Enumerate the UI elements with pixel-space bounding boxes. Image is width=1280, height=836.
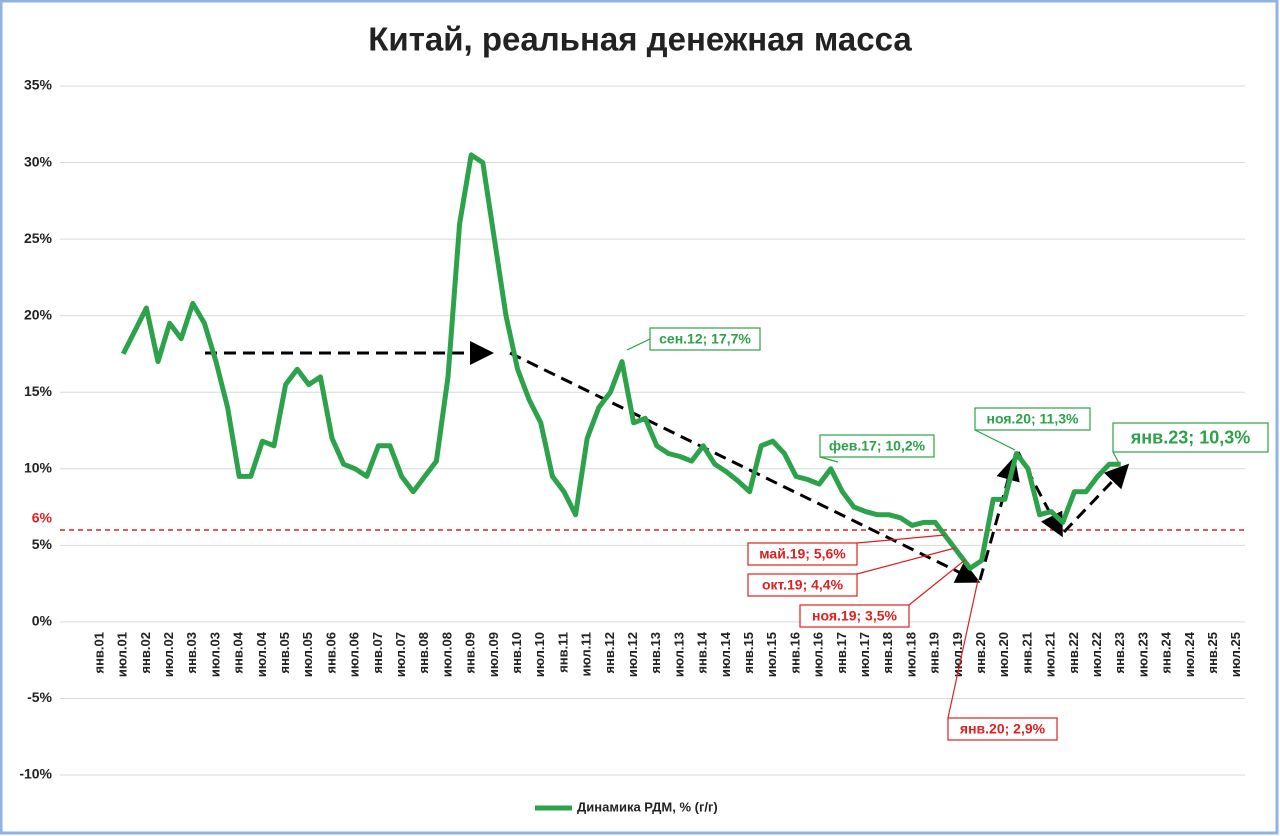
x-tick-label: июл.19	[950, 632, 965, 677]
x-tick-label: июл.18	[903, 632, 918, 677]
x-tick-label: июл.09	[486, 632, 501, 677]
annotation-box	[1112, 422, 1269, 453]
x-tick-label: янв.01	[91, 632, 106, 674]
x-tick-label: янв.03	[184, 632, 199, 674]
x-tick-label: янв.18	[880, 632, 895, 674]
annotation-text: май.19; 5,6%	[759, 546, 846, 562]
x-tick-label: янв.23	[1112, 632, 1127, 674]
x-tick-label: янв.13	[648, 632, 663, 674]
annotation-leader	[626, 338, 651, 351]
y-tick-label: -5%	[27, 689, 52, 705]
annotation-text: ноя.19; 3,5%	[812, 608, 897, 624]
y-tick-label: 5%	[32, 536, 53, 552]
annotation-leader	[1112, 451, 1121, 466]
reference-label: 6%	[32, 510, 53, 526]
x-tick-label: янв.11	[555, 632, 570, 673]
x-tick-label: июл.07	[393, 632, 408, 677]
x-tick-label: янв.07	[370, 632, 385, 674]
x-tick-label: янв.02	[138, 632, 153, 674]
annotation-leader	[947, 579, 979, 719]
annotation-leader	[856, 547, 956, 575]
y-tick-label: 35%	[24, 77, 53, 93]
x-tick-label: июл.23	[1135, 632, 1150, 677]
annotation-box	[649, 327, 761, 351]
chart-title: Китай, реальная денежная масса	[368, 21, 912, 58]
x-tick-label: июл.16	[811, 632, 826, 677]
x-tick-label: июл.14	[718, 631, 733, 677]
x-tick-label: янв.08	[416, 632, 431, 674]
x-tick-label: июл.24	[1182, 631, 1197, 677]
x-tick-label: июл.12	[625, 632, 640, 677]
annotation-text: сен.12; 17,7%	[659, 331, 751, 347]
annotation-box	[747, 542, 858, 566]
x-tick-label: июл.03	[207, 632, 222, 677]
x-tick-label: июл.11	[579, 632, 594, 676]
annotation-box	[947, 717, 1058, 741]
trend-arrow	[1062, 463, 1130, 534]
y-tick-label: 10%	[24, 459, 53, 475]
y-tick-label: 25%	[24, 230, 53, 246]
x-tick-label: янв.12	[602, 632, 617, 674]
x-tick-label: янв.21	[1019, 632, 1034, 674]
x-tick-label: июл.02	[161, 632, 176, 677]
x-tick-label: янв.24	[1159, 631, 1174, 673]
annotation-leader	[908, 559, 966, 606]
x-tick-label: янв.25	[1205, 632, 1220, 674]
y-tick-label: -10%	[19, 766, 52, 782]
x-tick-label: июл.15	[764, 632, 779, 677]
x-tick-label: янв.15	[741, 632, 756, 674]
x-tick-label: июл.06	[347, 632, 362, 677]
x-tick-label: июл.04	[254, 631, 269, 677]
annotation-text: ноя.20; 11,3%	[987, 411, 1079, 427]
x-tick-label: июл.13	[671, 632, 686, 677]
x-tick-label: июл.22	[1089, 632, 1104, 677]
annotation-text: янв.20; 2,9%	[960, 721, 1046, 737]
annotation-box	[799, 604, 910, 628]
x-tick-label: янв.14	[695, 631, 710, 673]
x-tick-label: янв.22	[1066, 632, 1081, 674]
trend-arrow	[509, 351, 981, 583]
annotation-box	[747, 573, 858, 597]
annotation-leader	[974, 429, 1016, 451]
annotation-leader	[819, 456, 839, 463]
x-tick-label: янв.05	[277, 632, 292, 674]
x-tick-label: июл.20	[996, 632, 1011, 677]
trend-arrow	[1016, 451, 1063, 538]
x-tick-label: янв.09	[463, 632, 478, 674]
annotation-box	[819, 434, 935, 458]
x-tick-label: янв.16	[787, 632, 802, 674]
y-tick-label: 15%	[24, 383, 53, 399]
x-tick-label: июл.17	[857, 632, 872, 677]
x-tick-label: июл.21	[1043, 632, 1058, 677]
y-tick-label: 20%	[24, 306, 53, 322]
x-tick-label: янв.04	[231, 631, 246, 673]
annotation-text: янв.23; 10,3%	[1130, 427, 1251, 447]
x-tick-label: янв.10	[509, 632, 524, 674]
annotation-box	[974, 407, 1091, 431]
annotation-text: окт.19; 4,4%	[762, 577, 844, 593]
x-tick-label: июл.05	[300, 632, 315, 677]
x-tick-label: янв.20	[973, 632, 988, 674]
x-tick-label: июл.01	[115, 632, 130, 677]
x-tick-label: июл.10	[532, 632, 547, 677]
y-tick-label: 30%	[24, 153, 53, 169]
x-tick-label: июл.08	[439, 632, 454, 677]
x-tick-label: июл.25	[1228, 632, 1243, 677]
annotation-text: фев.17; 10,2%	[829, 438, 926, 454]
x-tick-label: янв.19	[927, 632, 942, 674]
annotation-leader	[856, 534, 946, 544]
y-tick-label: 0%	[32, 613, 53, 629]
legend-label: Динамика РДМ, % (г/г)	[577, 799, 718, 814]
x-tick-label: янв.06	[323, 632, 338, 674]
x-tick-label: янв.17	[834, 632, 849, 674]
